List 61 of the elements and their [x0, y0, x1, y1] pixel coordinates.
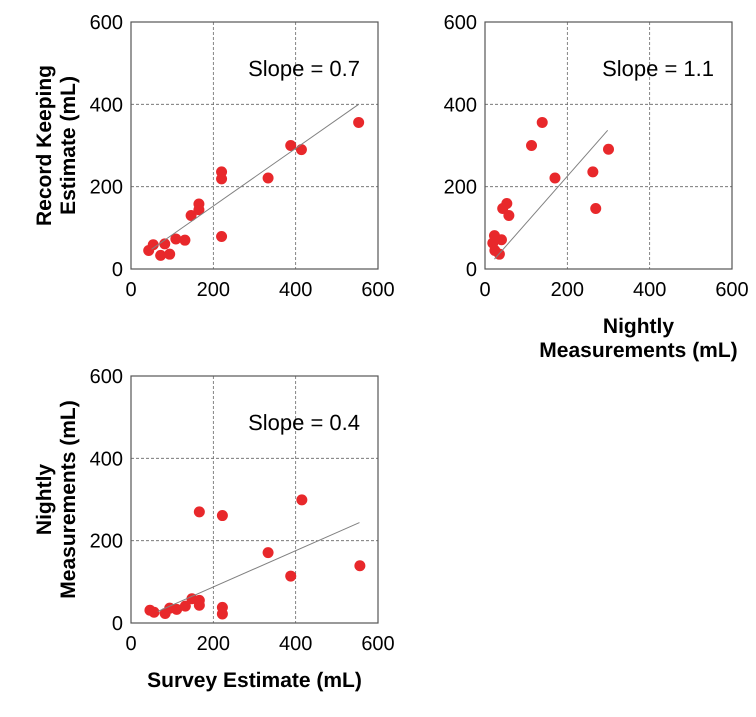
point	[164, 248, 176, 260]
point	[262, 547, 274, 558]
point	[216, 510, 228, 522]
y-tick-label: 600	[444, 12, 477, 34]
point	[590, 202, 602, 214]
point	[503, 210, 514, 221]
y-tick-label: 0	[112, 613, 123, 635]
point	[497, 202, 508, 214]
point	[155, 250, 166, 261]
point	[179, 234, 190, 246]
point	[285, 570, 296, 582]
point	[170, 233, 182, 244]
point	[180, 600, 191, 612]
x-tick-label: 400	[632, 279, 666, 301]
y-axis-title: Nightly Measurements (mL)	[33, 400, 80, 599]
x-tick-label: 200	[196, 279, 230, 301]
point	[160, 608, 171, 620]
x-tick-label: 600	[715, 279, 749, 301]
point	[296, 144, 307, 156]
x-tick-label: 0	[479, 279, 491, 301]
x-tick-label: 200	[550, 279, 584, 301]
point	[159, 238, 170, 250]
y-tick-label: 0	[466, 259, 477, 281]
point	[603, 144, 614, 155]
point	[262, 172, 274, 184]
y-tick-label: 600	[90, 366, 123, 388]
y-tick-label: 600	[90, 12, 123, 34]
point	[354, 560, 366, 572]
point	[186, 210, 197, 221]
point	[353, 116, 364, 128]
point	[549, 172, 560, 184]
x-tick-label: 0	[125, 633, 137, 655]
x-axis-title: Nightly Measurements (mL)	[539, 315, 738, 362]
x-tick-label: 600	[361, 633, 395, 655]
point	[536, 116, 548, 128]
point	[587, 166, 598, 178]
y-tick-label: 200	[90, 176, 123, 199]
y-tick-label: 0	[112, 259, 123, 281]
point	[296, 494, 308, 506]
annotation: Slope = 0.7	[248, 56, 360, 81]
y-tick-label: 400	[444, 94, 477, 116]
x-tick-label: 400	[278, 633, 312, 655]
point	[194, 506, 205, 518]
point	[285, 140, 296, 151]
y-tick-label: 400	[90, 448, 123, 470]
point	[216, 230, 228, 242]
x-tick-label: 600	[361, 279, 395, 301]
x-tick-label: 200	[196, 633, 230, 655]
x-tick-label: 400	[278, 279, 312, 301]
annotation: Slope = 0.4	[248, 410, 360, 435]
annotation: Slope = 1.1	[602, 56, 714, 81]
point	[526, 140, 538, 151]
y-axis-title: Record Keeping Estimate (mL)	[33, 64, 80, 226]
point	[143, 244, 154, 256]
x-axis-title: Survey Estimate (mL)	[147, 669, 362, 692]
y-tick-label: 400	[90, 94, 123, 116]
point	[148, 606, 160, 618]
y-tick-label: 200	[444, 176, 477, 199]
x-tick-label: 0	[125, 279, 137, 301]
point	[489, 244, 500, 256]
y-tick-label: 200	[90, 530, 123, 553]
